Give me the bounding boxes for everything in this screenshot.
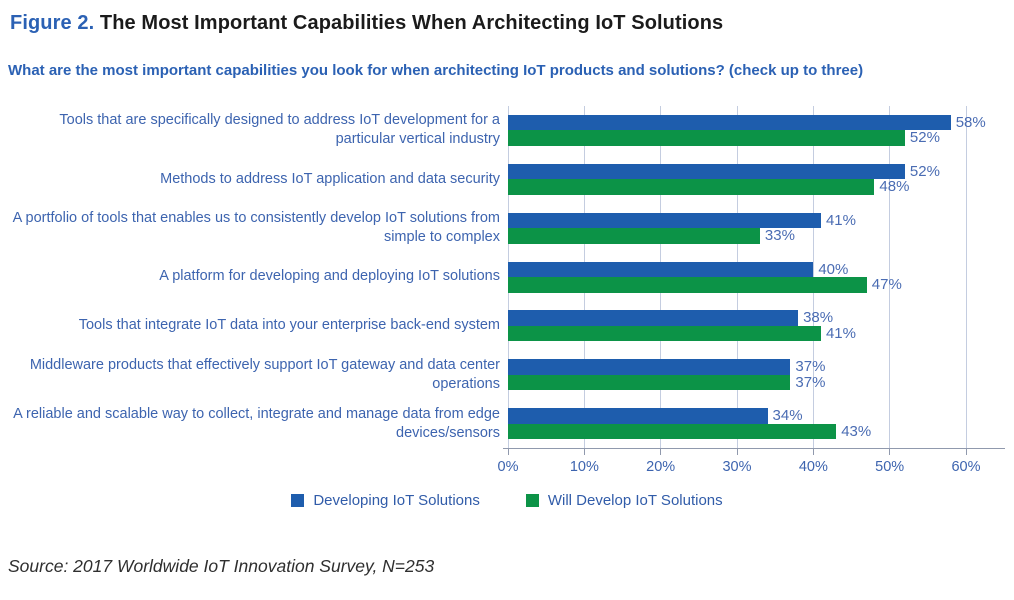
legend-swatch [291,494,305,507]
value-label: 43% [841,422,872,440]
value-label: 41% [825,211,856,229]
grid-line [889,106,891,448]
legend-label: Developing IoT Solutions [313,492,480,509]
plot-area: 58% 52% 41% 40% 38% 37% 34% 52% 48% 33% 47% 41% 37% 4… [507,106,986,448]
value-label: 40% [818,260,849,278]
bar-developing [508,408,768,424]
category-label: A portfolio of tools that enables us to … [12,210,500,246]
x-axis-tick [507,448,509,455]
value-label: 48% [879,178,910,196]
category-label: A reliable and scalable way to collect, … [13,405,500,441]
x-axis-tick [812,448,814,455]
bar-chart: Tools that are specifically designed to … [0,106,1014,486]
x-axis-tick [965,448,967,455]
bar-will-develop [508,325,821,342]
x-tick-label: 0% [497,459,519,475]
x-axis-tick [660,448,662,455]
legend-item: Will Develop IoT Solutions [525,492,723,509]
category-label: Methods to address IoT application and d… [160,170,500,187]
legend-item: Developing IoT Solutions [291,492,480,509]
x-tick-label: 50% [875,459,905,475]
value-label: 37% [795,373,826,391]
category-label: Tools that are specifically designed to … [59,112,500,148]
bar-will-develop [508,179,875,195]
bar-will-develop [508,423,837,440]
x-axis-line [503,448,1005,449]
bar-will-develop [508,130,905,146]
x-tick-label: 20% [646,459,676,475]
value-label: 41% [825,324,856,342]
x-axis: 0% 10% 20% 30% 40% 50% 60% [498,448,981,484]
bar-will-develop [508,374,791,391]
value-label: 37% [795,358,826,376]
x-tick-label: 10% [569,459,599,475]
category-label: A platform for developing and deploying … [159,268,500,285]
source-note: Source: 2017 Worldwide IoT Innovation Su… [8,556,435,576]
bar-developing [508,212,821,229]
value-label: 52% [909,129,940,147]
category-label: Middleware products that effectively sup… [29,356,500,392]
figure-number-label: Figure 2. [10,12,95,34]
x-axis-tick [736,448,738,455]
bar-developing [508,261,814,277]
category-labels: Tools that are specifically designed to … [8,106,500,448]
bar-developing [508,310,799,326]
value-label: 58% [955,113,986,131]
survey-question: What are the most important capabilities… [8,62,864,79]
grid-line [965,106,967,448]
value-label: 52% [909,162,940,180]
bar-will-develop [508,277,867,293]
x-axis-tick [889,448,891,455]
figure-title: Figure 2. The Most Important Capabilitie… [10,12,1006,35]
legend: Developing IoT Solutions Will Develop IoT… [0,492,1014,509]
x-axis-tick [583,448,585,455]
x-tick-label: 30% [722,459,752,475]
category-label: Tools that integrate IoT data into your … [78,317,500,334]
value-label: 34% [772,407,803,425]
value-label: 47% [871,276,902,293]
bar-developing [508,114,951,131]
bar-developing [508,163,905,180]
x-tick-label: 60% [951,459,981,475]
legend-swatch [525,494,539,507]
bar-developing [508,359,791,375]
bar-will-develop [508,228,760,244]
value-label: 33% [764,227,795,245]
figure-title-text: The Most Important Capabilities When Arc… [99,12,724,34]
legend-label: Will Develop IoT Solutions [547,492,723,509]
value-label: 38% [803,309,834,327]
x-tick-label: 40% [798,459,828,475]
